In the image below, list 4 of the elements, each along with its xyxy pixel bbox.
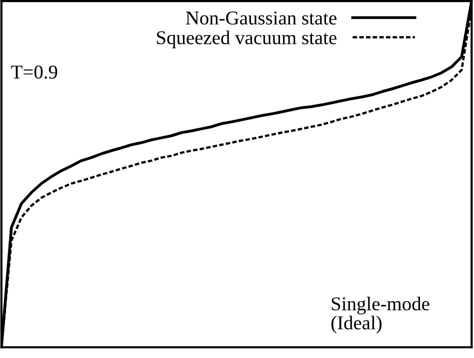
legend-label: Non-Gaussian state [186,12,336,25]
annotation: Single-mode (Ideal) [331,296,430,334]
legend-label: Squeezed vacuum state [156,30,336,48]
annotation: T=0.9 [11,66,58,79]
